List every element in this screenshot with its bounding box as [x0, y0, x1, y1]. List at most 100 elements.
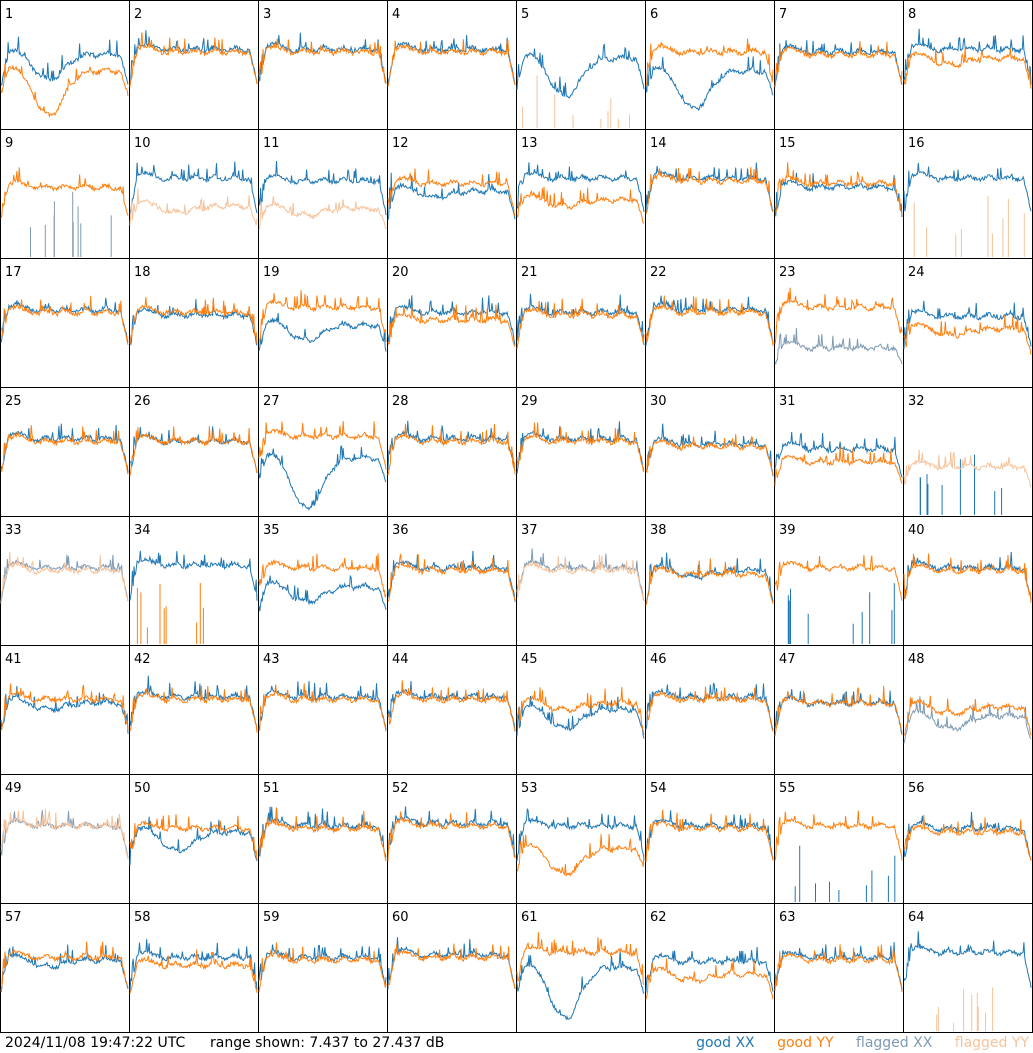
antenna-panel-22: 22	[645, 258, 775, 388]
series-xx-line	[258, 312, 387, 352]
series-yy-line	[645, 958, 774, 1000]
antenna-panel-51: 51	[258, 774, 388, 904]
panel-frame	[903, 0, 1033, 130]
panel-label: 28	[392, 394, 409, 409]
legend: good XX good YY flagged XX flagged YY	[678, 1035, 1029, 1051]
panel-label: 3	[263, 7, 271, 22]
panel-frame	[774, 0, 904, 130]
antenna-panel-8: 8	[903, 0, 1033, 130]
series-yy-line	[516, 833, 645, 877]
series-yy-line	[0, 63, 129, 118]
series-xx-line	[516, 696, 645, 739]
panel-frame	[774, 903, 904, 1033]
panel-frame	[258, 0, 388, 130]
series-xx-line	[774, 40, 903, 87]
legend-good-xx: good XX	[696, 1035, 759, 1051]
series-xx-line	[258, 574, 387, 612]
panel-frame	[903, 387, 1033, 517]
legend-good-xx-pol: XX	[735, 1035, 755, 1051]
antenna-panel-30: 30	[645, 387, 775, 517]
legend-flagged-xx-pol: XX	[913, 1035, 933, 1051]
series-xx-line	[516, 807, 645, 862]
series-xx-line	[774, 431, 903, 478]
antenna-panel-44: 44	[387, 645, 517, 775]
antenna-panel-39: 39	[774, 516, 904, 646]
antenna-panel-40: 40	[903, 516, 1033, 646]
antenna-panel-43: 43	[258, 645, 388, 775]
series-xx-line	[903, 300, 1032, 349]
panel-label: 52	[392, 781, 409, 796]
series-yy-line	[387, 304, 516, 347]
series-yy-line	[258, 553, 387, 598]
series-yy-line	[129, 296, 258, 345]
series-yy-line	[387, 423, 516, 476]
legend-good-yy-pol: YY	[816, 1035, 834, 1051]
antenna-panel-25: 25	[0, 387, 130, 517]
series-xx-line	[129, 550, 258, 601]
antenna-panel-47: 47	[774, 645, 904, 775]
panel-label: 25	[5, 394, 22, 409]
panel-label: 51	[263, 781, 280, 796]
series-xx-line	[0, 423, 129, 473]
antenna-panel-38: 38	[645, 516, 775, 646]
panel-frame	[516, 258, 646, 388]
series-xx-line	[903, 162, 1032, 212]
panel-label: 24	[908, 265, 925, 280]
series-yy-line	[387, 168, 516, 216]
panel-label: 38	[650, 523, 667, 538]
series-yy-line	[129, 32, 258, 87]
panel-frame	[903, 129, 1033, 259]
panel-frame	[0, 645, 130, 775]
panel-frame	[0, 129, 130, 259]
antenna-panel-20: 20	[387, 258, 517, 388]
panel-frame	[645, 774, 775, 904]
series-xx-line	[129, 675, 258, 731]
panel-frame	[387, 129, 517, 259]
panel-frame	[258, 129, 388, 259]
series-yy-line	[903, 695, 1032, 736]
panel-label: 43	[263, 652, 280, 667]
panel-label: 59	[263, 910, 280, 925]
panel-label: 31	[779, 394, 796, 409]
series-yy-line	[387, 553, 516, 602]
series-yy-line	[387, 943, 516, 989]
series-xx-line	[387, 172, 516, 221]
panel-label: 64	[908, 910, 925, 925]
legend-flagged-yy-word: flagged	[954, 1035, 1008, 1051]
panel-frame	[774, 774, 904, 904]
antenna-panel-26: 26	[129, 387, 259, 517]
series-yy-line	[0, 941, 129, 991]
series-xx-line	[774, 172, 903, 218]
antenna-panel-7: 7	[774, 0, 904, 130]
series-xx-line	[0, 944, 129, 993]
series-xx-line	[903, 931, 1032, 988]
panel-frame	[645, 645, 775, 775]
series-yy-line	[516, 186, 645, 224]
series-xx-line	[516, 43, 645, 99]
panel-frame	[903, 645, 1033, 775]
panel-label: 54	[650, 781, 667, 796]
panel-frame	[516, 387, 646, 517]
panel-label: 21	[521, 265, 538, 280]
panel-label: 47	[779, 652, 796, 667]
panel-frame	[258, 387, 388, 517]
antenna-panel-21: 21	[516, 258, 646, 388]
antenna-panel-62: 62	[645, 903, 775, 1033]
series-yy-line	[258, 942, 387, 993]
panel-frame	[516, 0, 646, 130]
antenna-panel-45: 45	[516, 645, 646, 775]
panel-label: 18	[134, 265, 151, 280]
legend-good-yy-word: good	[777, 1035, 812, 1051]
series-yy-line	[645, 809, 774, 863]
antenna-panel-24: 24	[903, 258, 1033, 388]
series-yy-line	[258, 807, 387, 862]
panel-frame	[516, 645, 646, 775]
series-yy-line	[774, 944, 903, 992]
antenna-panel-12: 12	[387, 129, 517, 259]
antenna-panel-37: 37	[516, 516, 646, 646]
antenna-panel-58: 58	[129, 903, 259, 1033]
antenna-panel-3: 3	[258, 0, 388, 130]
panel-frame	[774, 516, 904, 646]
panel-frame	[387, 903, 517, 1033]
series-yy-line	[387, 811, 516, 862]
